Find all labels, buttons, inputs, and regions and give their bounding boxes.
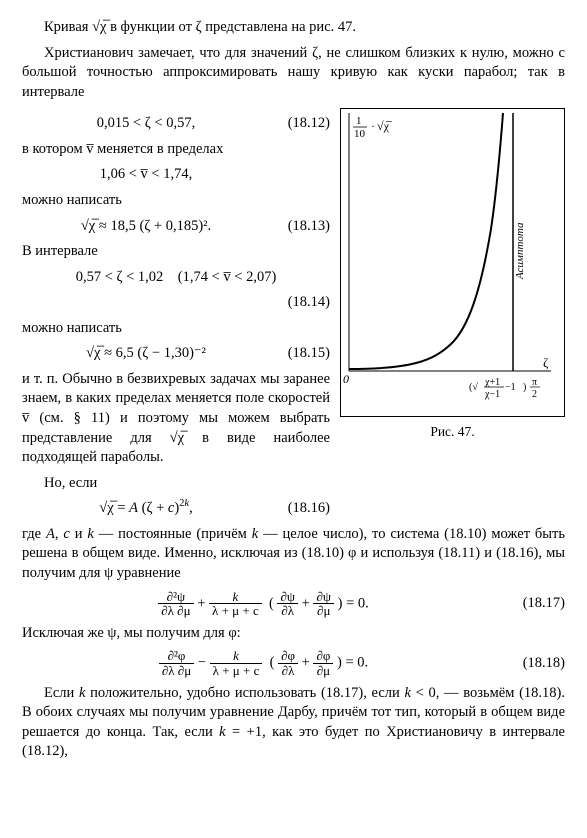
equation-number: (18.13): [270, 217, 330, 237]
frac-k-2: kλ + μ + c: [210, 649, 263, 677]
curve: [349, 113, 503, 369]
paragraph-exclude-psi: Исключая же ψ, мы получим для φ:: [22, 624, 565, 644]
equation-vrange: 1,06 < v̅ < 1,74,: [22, 165, 330, 185]
paragraph-intro-2: Христианович замечает, что для значений …: [22, 44, 565, 103]
paragraph-constants: где A, c и k — постоянные (причём k — це…: [22, 525, 565, 584]
figure-svg: 1 10 · √χ̅ Асимптота 0 ζ (√ χ+1 χ−1 −: [341, 109, 556, 409]
lparen: (: [269, 595, 274, 611]
equation-18-17: ∂²ψ∂λ ∂μ + kλ + μ + c ( ∂ψ∂λ + ∂ψ∂μ ) = …: [22, 590, 565, 618]
equation-number: (18.16): [270, 499, 330, 519]
eq-lhs: √χ̅ =: [99, 500, 129, 516]
equation-body: ∂²φ∂λ ∂μ − kλ + μ + c ( ∂φ∂λ + ∂φ∂μ ) = …: [22, 649, 505, 677]
y-axis-label: 1: [356, 115, 362, 127]
txt: положительно, удобно использовать (18.17…: [85, 685, 404, 701]
equation-18-18: ∂²φ∂λ ∂μ − kλ + μ + c ( ∂φ∂λ + ∂φ∂μ ) = …: [22, 649, 565, 677]
equation-number: (18.12): [270, 114, 330, 134]
equation-number: (18.15): [270, 344, 330, 364]
y-axis-label-sqrt2: √χ̅: [377, 119, 393, 133]
svg-text:2: 2: [532, 389, 537, 400]
txt: и: [70, 526, 88, 542]
minus-1: −: [198, 655, 210, 671]
y-axis-label-den: 10: [354, 128, 366, 140]
rparen-eq0-2: ) = 0.: [337, 655, 368, 671]
text-column: 0,015 < ζ < 0,57, (18.12) в котором v̅ м…: [22, 108, 330, 525]
svg-text:π: π: [532, 377, 537, 388]
eq-part-a: 0,57 < ζ < 1,02: [76, 269, 164, 285]
const-A: A: [46, 526, 55, 542]
equation-number: (18.14): [270, 293, 330, 313]
svg-text:(√: (√: [469, 382, 478, 393]
asymptote-label: Асимптота: [514, 222, 526, 280]
paragraph-discussion: и т. п. Обычно в безвихревых задачах мы …: [22, 370, 330, 468]
equation-body: √χ̅ ≈ 18,5 (ζ + 0,185)².: [22, 217, 270, 237]
x-tick-expression: (√ χ+1 χ−1 −1 ) π 2: [469, 377, 540, 400]
equation-18-16: √χ̅ = A (ζ + c)2k, (18.16): [22, 499, 330, 519]
equation-18-13: √χ̅ ≈ 18,5 (ζ + 0,185)². (18.13): [22, 217, 330, 237]
svg-text:): ): [523, 382, 526, 393]
figure-column: 1 10 · √χ̅ Асимптота 0 ζ (√ χ+1 χ−1 −: [340, 108, 565, 441]
equation-body: √χ̅ ≈ 6,5 (ζ − 1,30)⁻²: [22, 344, 270, 364]
equation-18-14: 0,57 < ζ < 1,02 (1,74 < v̅ < 2,07): [22, 268, 330, 288]
frac-k: kλ + μ + c: [209, 590, 262, 618]
equation-body: ∂²ψ∂λ ∂μ + kλ + μ + c ( ∂ψ∂λ + ∂ψ∂μ ) = …: [22, 590, 505, 618]
paragraph-vrange-intro: в котором v̅ меняется в пределах: [22, 140, 330, 160]
paragraph-interval-2: В интервале: [22, 242, 330, 262]
txt: — постоянные (причём: [94, 526, 252, 542]
y-axis-label-sqrt: ·: [371, 119, 375, 133]
svg-text:χ−1: χ−1: [484, 389, 500, 400]
svg-text:−1: −1: [505, 382, 516, 393]
equation-18-12: 0,015 < ζ < 0,57, (18.12): [22, 114, 330, 134]
paragraph-intro-1: Кривая √χ̅ в функции от ζ представлена н…: [22, 18, 565, 38]
equation-number: (18.17): [505, 594, 565, 614]
origin-label: 0: [343, 372, 349, 386]
svg-text:χ+1: χ+1: [484, 377, 500, 388]
plus-2: +: [302, 595, 314, 611]
equation-body: 0,015 < ζ < 0,57,: [22, 114, 270, 134]
eq-comma: ,: [189, 500, 193, 516]
paragraph-write-1: можно написать: [22, 191, 330, 211]
eq-part-b: (1,74 < v̅ < 2,07): [178, 269, 277, 285]
figure-caption: Рис. 47.: [340, 423, 565, 441]
figure-47: 1 10 · √χ̅ Асимптота 0 ζ (√ χ+1 χ−1 −: [340, 108, 565, 417]
plus-3: +: [302, 655, 314, 671]
txt: Если: [44, 685, 79, 701]
plus-1: +: [197, 595, 209, 611]
frac-d2psi: ∂²ψ∂λ ∂μ: [158, 590, 193, 618]
equation-body: 0,57 < ζ < 1,02 (1,74 < v̅ < 2,07): [22, 268, 330, 288]
frac-dphi-l: ∂φ∂λ: [278, 649, 298, 677]
x-axis-label: ζ: [543, 355, 549, 370]
two-column-block: 0,015 < ζ < 0,57, (18.12) в котором v̅ м…: [22, 108, 565, 525]
paragraph-but-if: Но, если: [22, 474, 330, 494]
equation-body: √χ̅ = A (ζ + c)2k,: [22, 499, 270, 519]
paragraph-final: Если k положительно, удобно использовать…: [22, 684, 565, 762]
frac-dphi-m: ∂φ∂μ: [313, 649, 333, 677]
equation-18-15: √χ̅ ≈ 6,5 (ζ − 1,30)⁻² (18.15): [22, 344, 330, 364]
equation-body: 1,06 < v̅ < 1,74,: [22, 165, 270, 185]
rparen-eq0: ) = 0.: [338, 595, 369, 611]
eq-A: A: [129, 500, 138, 516]
frac-dpsi-m: ∂ψ∂μ: [313, 590, 334, 618]
txt: где: [22, 526, 46, 542]
frac-d2phi: ∂²φ∂λ ∂μ: [159, 649, 194, 677]
paragraph-write-2: можно написать: [22, 319, 330, 339]
eq-mid1: (ζ +: [138, 500, 168, 516]
equation-number: (18.18): [505, 654, 565, 674]
frac-dpsi-l: ∂ψ∂λ: [277, 590, 298, 618]
lparen-2: (: [270, 655, 275, 671]
equation-18-14-num: (18.14): [22, 293, 330, 313]
